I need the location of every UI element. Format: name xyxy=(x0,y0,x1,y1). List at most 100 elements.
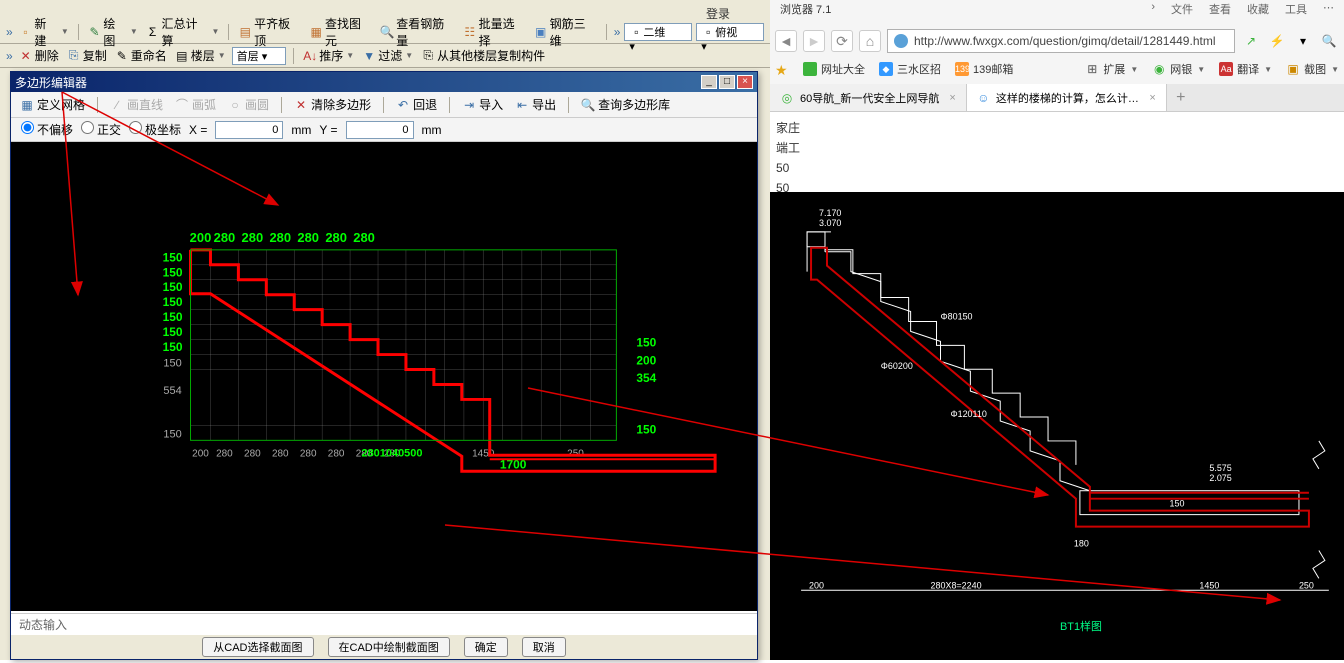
tb-clear[interactable]: ✕清除多边形 xyxy=(291,96,374,113)
dialog-titlebar[interactable]: 多边形编辑器 _ □ × xyxy=(11,72,757,92)
lightning-icon[interactable]: ⚡ xyxy=(1267,31,1287,51)
tb-undo[interactable]: ↶回退 xyxy=(393,96,440,113)
select-view[interactable]: ▫俯视 ▾ xyxy=(696,23,764,41)
tb-querylib[interactable]: 🔍查询多边形库 xyxy=(578,96,673,113)
svg-text:150: 150 xyxy=(163,310,183,324)
btn-cancel[interactable]: 取消 xyxy=(522,637,566,657)
bookmark-ssqz[interactable]: ◆三水区招 xyxy=(879,61,941,77)
tb-copy[interactable]: ⎘复制 xyxy=(65,47,109,64)
svg-text:BT1样图: BT1样图 xyxy=(1060,619,1102,633)
tb-find[interactable]: ▦查找图元 xyxy=(307,15,374,49)
tb-delete[interactable]: ✕删除 xyxy=(17,47,61,64)
tb-chevron[interactable]: » xyxy=(6,25,13,39)
tab-close-icon[interactable]: × xyxy=(1149,92,1155,104)
svg-text:150: 150 xyxy=(163,280,183,294)
favorite-icon[interactable]: ★ xyxy=(775,62,789,76)
y-input[interactable] xyxy=(346,121,414,139)
share-icon[interactable]: ↗ xyxy=(1241,31,1261,51)
tab-label: 这样的楼梯的计算，怎么计算？ xyxy=(996,90,1140,106)
url-text: http://www.fwxgx.com/question/gimq/detai… xyxy=(914,34,1216,48)
ext-button[interactable]: ⊞扩展▼ xyxy=(1085,61,1138,77)
svg-text:150: 150 xyxy=(636,422,656,436)
down-icon[interactable]: ▾ xyxy=(1293,31,1313,51)
svg-text:200: 200 xyxy=(192,448,209,459)
tb-sort[interactable]: A↓推序▼ xyxy=(301,47,356,64)
tb-filter[interactable]: ▼过滤▼ xyxy=(360,47,415,64)
tb-circle[interactable]: ○画圆 xyxy=(225,96,272,113)
url-bar[interactable]: http://www.fwxgx.com/question/gimq/detai… xyxy=(887,29,1235,53)
tb-floor[interactable]: ▤楼层▼ xyxy=(173,47,228,64)
bookmark-wzdq[interactable]: 网址大全 xyxy=(803,61,865,77)
svg-text:150: 150 xyxy=(636,336,656,350)
polygon-canvas[interactable]: 2002802802802802802801501501501501501501… xyxy=(11,142,757,611)
tab-close-icon[interactable]: × xyxy=(949,92,955,104)
bookmark-139[interactable]: 139139邮箱 xyxy=(955,61,1013,77)
menu-file[interactable]: 文件 xyxy=(1171,1,1193,17)
tb-export[interactable]: ⇤导出 xyxy=(512,96,559,113)
svg-text:5.575: 5.575 xyxy=(1209,463,1231,473)
tab-360nav[interactable]: ◎ 60导航_新一代安全上网导航 × xyxy=(770,84,967,111)
dynamic-input-label: 动态输入 xyxy=(11,613,757,635)
tab-add-button[interactable]: + xyxy=(1167,84,1195,111)
screenshot-button[interactable]: ▣截图▼ xyxy=(1286,61,1339,77)
btn-in-cad[interactable]: 在CAD中绘制截面图 xyxy=(328,637,450,657)
tb-calc[interactable]: Σ汇总计算▼ xyxy=(144,15,222,49)
tb-copyother[interactable]: ⎘从其他楼层复制构件 xyxy=(419,47,547,64)
tb-chevron2[interactable]: » xyxy=(614,25,621,39)
browser-menu: › 文件 查看 收藏 工具 ⋯ xyxy=(1151,1,1334,17)
tb-chevron[interactable]: » xyxy=(6,49,13,63)
tb-arc[interactable]: ⌒画弧 xyxy=(172,96,219,113)
search-icon[interactable]: 🔍 xyxy=(1319,31,1339,51)
btn-from-cad[interactable]: 从CAD选择截面图 xyxy=(202,637,313,657)
login-button[interactable]: 登录 xyxy=(706,5,730,22)
tb-line[interactable]: ∕画直线 xyxy=(107,96,166,113)
home-button[interactable]: ⌂ xyxy=(859,30,881,52)
nav-row: ◄ ► ⟳ ⌂ http://www.fwxgx.com/question/gi… xyxy=(775,28,1339,54)
svg-text:280: 280 xyxy=(297,230,319,245)
tab-question[interactable]: ☺ 这样的楼梯的计算，怎么计算？ × xyxy=(967,84,1167,111)
mode-no-offset[interactable]: 不偏移 xyxy=(21,121,73,138)
svg-text:280: 280 xyxy=(353,230,375,245)
tb-firstfloor[interactable]: 首层 ▾ xyxy=(232,47,287,65)
polygon-editor-dialog: 多边形编辑器 _ □ × ▦定义网格 ∕画直线 ⌒画弧 ○画圆 ✕清除多边形 ↶… xyxy=(10,71,758,660)
tab-icon: ☺ xyxy=(977,91,990,105)
tb-import[interactable]: ⇥导入 xyxy=(459,96,506,113)
svg-text:280: 280 xyxy=(214,230,236,245)
svg-text:280: 280 xyxy=(244,448,261,459)
tb-rename[interactable]: ✎重命名 xyxy=(113,47,169,64)
select-2d[interactable]: ▫二维 ▾ xyxy=(624,23,692,41)
bank-button[interactable]: ◉网银▼ xyxy=(1152,61,1205,77)
dialog-button-row: 从CAD选择截面图 在CAD中绘制截面图 确定 取消 xyxy=(11,635,757,659)
tb-batch[interactable]: ☷批量选择 xyxy=(461,15,528,49)
btn-ok[interactable]: 确定 xyxy=(464,637,508,657)
menu-view[interactable]: 查看 xyxy=(1209,1,1231,17)
tb-new[interactable]: ▫新建▼ xyxy=(17,15,71,49)
x-input[interactable] xyxy=(215,121,283,139)
tb-align[interactable]: ▤平齐板顶 xyxy=(236,15,303,49)
tb-draw[interactable]: ✎绘图▼ xyxy=(86,15,140,49)
page-side-text: 家庄 端工 50 50 xyxy=(770,112,1344,204)
menu-more[interactable]: ⋯ xyxy=(1323,1,1334,17)
tb-3d[interactable]: ▣钢筋三维 xyxy=(532,15,599,49)
svg-text:150: 150 xyxy=(163,325,183,339)
mode-polar[interactable]: 极坐标 xyxy=(129,121,181,138)
reload-button[interactable]: ⟳ xyxy=(831,30,853,52)
forward-button[interactable]: ► xyxy=(803,30,825,52)
svg-text:200: 200 xyxy=(809,580,824,590)
svg-text:200: 200 xyxy=(636,354,656,368)
translate-button[interactable]: Aa翻译▼ xyxy=(1219,61,1272,77)
menu-fav[interactable]: 收藏 xyxy=(1247,1,1269,17)
cad-application: 登录 » ▫新建▼ ✎绘图▼ Σ汇总计算▼ ▤平齐板顶 ▦查找图元 🔍查看钢筋量… xyxy=(0,0,770,660)
svg-text:150: 150 xyxy=(163,250,183,264)
back-button[interactable]: ◄ xyxy=(775,30,797,52)
bookmark-row: ★ 网址大全 ◆三水区招 139139邮箱 ⊞扩展▼ ◉网银▼ Aa翻译▼ ▣截… xyxy=(775,58,1339,80)
menu-tools[interactable]: 工具 xyxy=(1285,1,1307,17)
close-button[interactable]: × xyxy=(737,75,753,89)
app-toolbar-1: » ▫新建▼ ✎绘图▼ Σ汇总计算▼ ▤平齐板顶 ▦查找图元 🔍查看钢筋量 ☷批… xyxy=(0,20,770,44)
minimize-button[interactable]: _ xyxy=(701,75,717,89)
tb-define-grid[interactable]: ▦定义网格 xyxy=(17,96,88,113)
tb-viewrebar[interactable]: 🔍查看钢筋量 xyxy=(378,15,457,49)
mode-ortho[interactable]: 正交 xyxy=(81,121,121,138)
menu-chevron[interactable]: › xyxy=(1151,1,1155,17)
maximize-button[interactable]: □ xyxy=(719,75,735,89)
